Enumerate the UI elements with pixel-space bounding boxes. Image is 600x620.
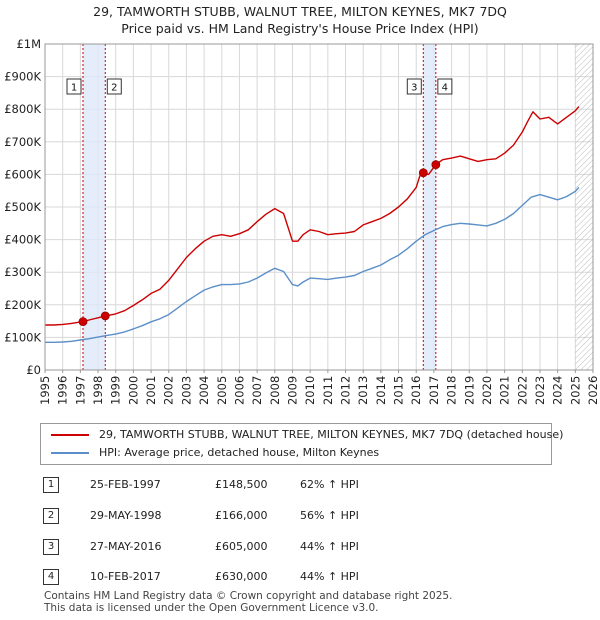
transaction-point xyxy=(78,317,88,326)
highlight-band xyxy=(83,44,106,370)
x-tick-label: 2003 xyxy=(179,376,193,405)
transaction-date: 25-FEB-1997 xyxy=(90,478,161,491)
transaction-point xyxy=(418,168,428,178)
x-tick-label: 2007 xyxy=(250,376,264,405)
x-tick-label: 2005 xyxy=(215,376,229,405)
transaction-label: 3 xyxy=(411,83,417,94)
y-tick-label: £100K xyxy=(4,330,41,344)
x-tick-label: 1995 xyxy=(38,376,52,405)
y-tick-label: £300K xyxy=(4,265,41,279)
transaction-hpi: 44% ↑ HPI xyxy=(300,570,359,583)
transaction-number: 4 xyxy=(43,569,59,585)
plot-frame xyxy=(44,43,594,371)
x-tick-label: 2022 xyxy=(515,376,529,405)
x-tick-label: 2001 xyxy=(144,376,158,405)
x-tick-label: 2016 xyxy=(409,376,423,405)
legend-item-hpi: HPI: Average price, detached house, Milt… xyxy=(51,445,551,461)
transaction-row: 1 25-FEB-1997 £148,500 62% ↑ HPI xyxy=(43,477,523,493)
transaction-date: 29-MAY-1998 xyxy=(90,509,162,522)
legend-swatch-hpi xyxy=(51,452,89,454)
property-price-line xyxy=(45,106,580,326)
transaction-number: 1 xyxy=(43,477,59,493)
x-tick-label: 2002 xyxy=(162,376,176,405)
transaction-label: 1 xyxy=(71,83,77,94)
x-tick-label: 2004 xyxy=(197,376,211,405)
transaction-price: £605,000 xyxy=(215,540,268,553)
transaction-point xyxy=(431,160,441,170)
legend-item-property: 29, TAMWORTH STUBB, WALNUT TREE, MILTON … xyxy=(51,427,563,443)
y-tick-label: £200K xyxy=(4,298,41,312)
x-tick-label: 2015 xyxy=(392,376,406,405)
transaction-date: 27-MAY-2016 xyxy=(90,540,162,553)
y-tick-label: £700K xyxy=(4,135,41,149)
x-tick-label: 2009 xyxy=(285,376,299,405)
x-tick-label: 2008 xyxy=(268,376,282,405)
transaction-label-box xyxy=(66,78,82,95)
x-tick-label: 2010 xyxy=(303,376,317,405)
x-tick-label: 2000 xyxy=(126,376,140,405)
x-tick-label: 1999 xyxy=(109,376,123,405)
transaction-price: £148,500 xyxy=(215,478,268,491)
x-tick-label: 2025 xyxy=(568,376,582,405)
legend: 29, TAMWORTH STUBB, WALNUT TREE, MILTON … xyxy=(40,423,563,465)
transaction-price: £630,000 xyxy=(215,570,268,583)
legend-swatch-property xyxy=(51,434,89,436)
y-tick-label: £800K xyxy=(4,102,41,116)
transaction-hpi: 56% ↑ HPI xyxy=(300,509,359,522)
transaction-hpi: 62% ↑ HPI xyxy=(300,478,359,491)
x-tick-label: 2017 xyxy=(427,376,441,405)
chart-title: 29, TAMWORTH STUBB, WALNUT TREE, MILTON … xyxy=(93,4,507,19)
x-tick-label: 1996 xyxy=(56,376,70,405)
x-tick-label: 2014 xyxy=(374,376,388,405)
legend-label-hpi: HPI: Average price, detached house, Milt… xyxy=(99,446,380,459)
transaction-number: 3 xyxy=(43,539,59,555)
x-tick-label: 2020 xyxy=(480,376,494,405)
y-tick-label: £500K xyxy=(4,200,41,214)
x-tick-label: 2006 xyxy=(232,376,246,405)
transaction-label: 4 xyxy=(442,83,448,94)
x-tick-label: 2011 xyxy=(321,376,335,405)
transaction-date: 10-FEB-2017 xyxy=(90,570,161,583)
x-tick-label: 2026 xyxy=(586,376,600,405)
x-tick-label: 2023 xyxy=(533,376,547,405)
footer-licence: This data is licensed under the Open Gov… xyxy=(44,602,379,614)
y-tick-label: £900K xyxy=(4,70,41,84)
legend-label-property: 29, TAMWORTH STUBB, WALNUT TREE, MILTON … xyxy=(99,428,564,441)
transaction-row: 4 10-FEB-2017 £630,000 44% ↑ HPI xyxy=(43,569,523,585)
transaction-row: 3 27-MAY-2016 £605,000 44% ↑ HPI xyxy=(43,539,523,555)
y-tick-label: £1M xyxy=(16,37,41,51)
y-tick-label: £600K xyxy=(4,167,41,181)
x-tick-label: 1997 xyxy=(73,376,87,405)
transaction-label-box xyxy=(106,78,122,95)
transaction-point xyxy=(100,311,110,321)
hpi-line xyxy=(45,186,580,343)
x-tick-label: 2012 xyxy=(339,376,353,405)
transaction-price: £166,000 xyxy=(215,509,268,522)
x-tick-label: 2019 xyxy=(462,376,476,405)
transaction-hpi: 44% ↑ HPI xyxy=(300,540,359,553)
chart-subtitle: Price paid vs. HM Land Registry's House … xyxy=(121,21,479,36)
x-tick-label: 2013 xyxy=(356,376,370,405)
price-chart: 1 2 3 4 £0 £100K £200K £300K £400K £500K £600K £70… xyxy=(4,37,600,405)
footer-copyright: Contains HM Land Registry data © Crown c… xyxy=(44,590,453,602)
x-tick-label: 1998 xyxy=(91,376,105,405)
x-tick-label: 2021 xyxy=(498,376,512,405)
transaction-number: 2 xyxy=(43,508,59,524)
transaction-label: 2 xyxy=(111,83,117,94)
transaction-label-box xyxy=(437,78,453,95)
x-tick-label: 2024 xyxy=(551,376,565,405)
highlight-band xyxy=(423,44,436,370)
transaction-row: 2 29-MAY-1998 £166,000 56% ↑ HPI xyxy=(43,508,523,524)
x-tick-label: 2018 xyxy=(445,376,459,405)
y-tick-label: £400K xyxy=(4,233,41,247)
forecast-hatch xyxy=(575,44,593,370)
y-tick-label: £0 xyxy=(26,363,41,377)
transaction-label-box xyxy=(406,78,422,95)
